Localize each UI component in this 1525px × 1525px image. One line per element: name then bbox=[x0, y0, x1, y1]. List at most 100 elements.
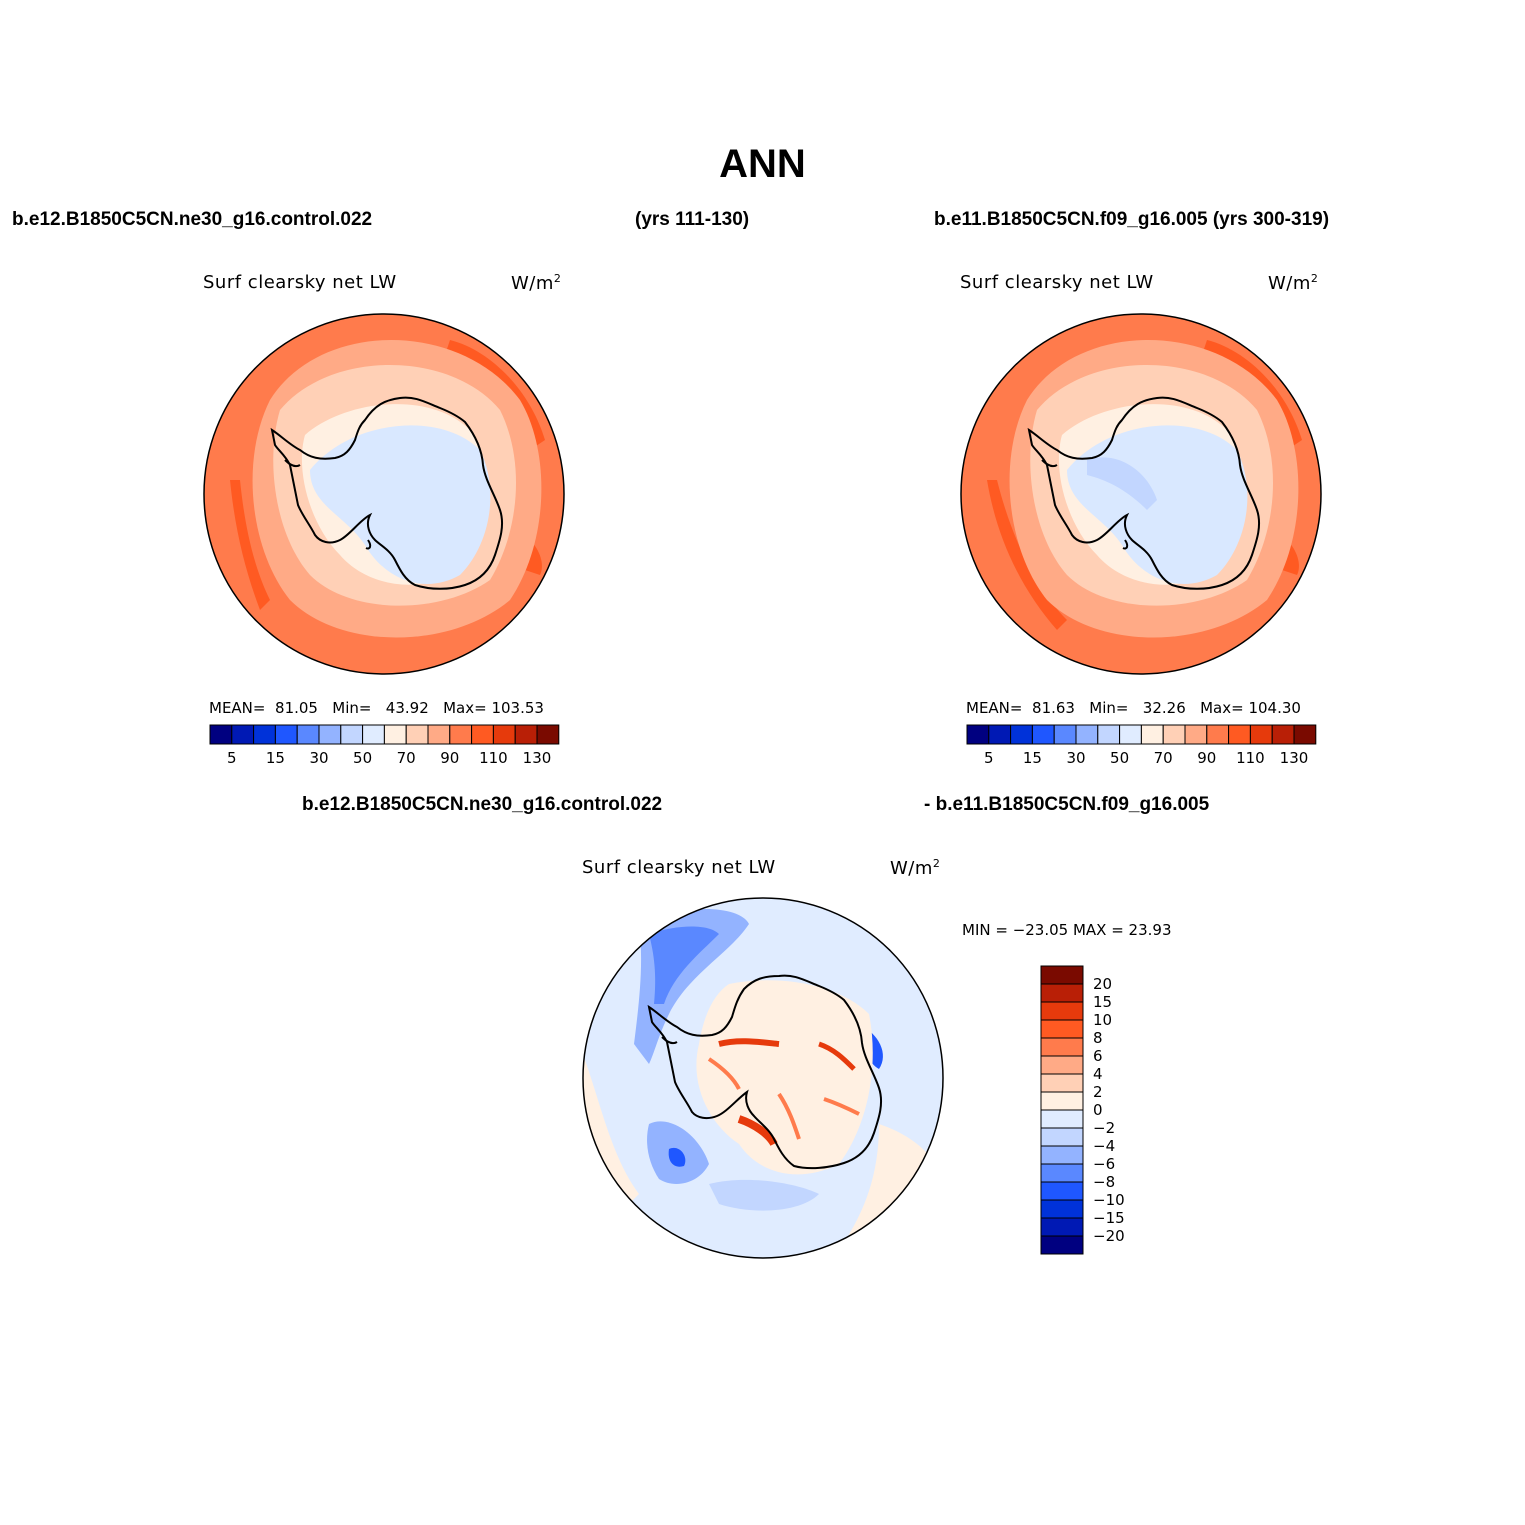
colorbar-swatch bbox=[362, 724, 385, 745]
colorbar-swatch bbox=[1271, 724, 1295, 745]
colorbar-tick-label: 5 bbox=[984, 749, 994, 767]
colorbar-swatch bbox=[1040, 1001, 1084, 1021]
panel3-variable: Surf clearsky net LW bbox=[582, 857, 776, 878]
colorbar-swatch bbox=[296, 724, 320, 745]
colorbar-swatch bbox=[253, 724, 276, 745]
colorbar-swatch bbox=[383, 724, 407, 745]
colorbar-swatch bbox=[449, 724, 473, 745]
colorbar-swatch bbox=[1040, 1199, 1084, 1219]
colorbar-swatch bbox=[1140, 724, 1164, 745]
colorbar-swatch bbox=[1040, 1145, 1084, 1165]
colorbar-tick-label: 130 bbox=[1280, 749, 1309, 767]
colorbar-tick-label: 15 bbox=[1023, 749, 1042, 767]
colorbar-swatch bbox=[1040, 965, 1084, 985]
colorbar-swatch bbox=[988, 724, 1012, 745]
colorbar-swatch bbox=[1184, 724, 1208, 745]
colorbar-tick-label: 50 bbox=[353, 749, 372, 767]
colorbar-swatch bbox=[1040, 1055, 1084, 1075]
colorbar-swatch bbox=[1293, 724, 1317, 745]
left-years-label: (yrs 111-130) bbox=[635, 209, 750, 230]
left-case-label: b.e12.B1850C5CN.ne30_g16.control.022 bbox=[12, 209, 373, 230]
colorbar-swatch bbox=[1075, 724, 1099, 745]
panel3-polar-map bbox=[582, 897, 944, 1259]
colorbar-tick-label: 90 bbox=[1197, 749, 1216, 767]
colorbar-tick-label: −2 bbox=[1093, 1119, 1115, 1137]
colorbar-tick-label: 6 bbox=[1093, 1047, 1103, 1065]
colorbar-swatch bbox=[1249, 724, 1273, 745]
colorbar-swatch bbox=[1040, 1091, 1084, 1111]
colorbar-swatch bbox=[231, 724, 255, 745]
colorbar-swatch bbox=[1040, 983, 1084, 1003]
colorbar-tick-label: 0 bbox=[1093, 1101, 1103, 1119]
colorbar-swatch bbox=[1040, 1217, 1084, 1237]
colorbar-swatch bbox=[966, 724, 990, 745]
colorbar-swatch bbox=[1119, 724, 1142, 745]
colorbar-swatch bbox=[209, 724, 233, 745]
colorbar-swatch bbox=[340, 724, 364, 745]
colorbar-swatch bbox=[514, 724, 538, 745]
colorbar-tick-label: 10 bbox=[1093, 1011, 1112, 1029]
colorbar-tick-label: 30 bbox=[1066, 749, 1085, 767]
colorbar-swatch bbox=[471, 724, 494, 745]
colorbar-swatch bbox=[318, 724, 342, 745]
colorbar-tick-label: 50 bbox=[1110, 749, 1129, 767]
panel1-colorbar: 5 15 30 50 70 90 110 130 bbox=[209, 724, 560, 767]
colorbar-tick-label: 70 bbox=[1154, 749, 1173, 767]
colorbar-swatch bbox=[405, 724, 429, 745]
colorbar-tick-label: 90 bbox=[440, 749, 459, 767]
colorbar-swatch bbox=[427, 724, 451, 745]
diff-case-b-label: - b.e11.B1850C5CN.f09_g16.005 bbox=[924, 794, 1210, 815]
colorbar-tick-label: 15 bbox=[1093, 993, 1112, 1011]
colorbar-tick-label: 4 bbox=[1093, 1065, 1103, 1083]
colorbar-swatch bbox=[1228, 724, 1251, 745]
colorbar-swatch bbox=[1040, 1037, 1084, 1057]
colorbar-swatch bbox=[1040, 1127, 1084, 1147]
colorbar-swatch bbox=[1040, 1235, 1084, 1255]
colorbar-tick-label: 15 bbox=[266, 749, 285, 767]
panel2-units: W/m2 bbox=[1268, 272, 1319, 294]
colorbar-swatch bbox=[1040, 1073, 1084, 1093]
colorbar-swatch bbox=[492, 724, 516, 745]
colorbar-swatch bbox=[1053, 724, 1077, 745]
panel2-variable: Surf clearsky net LW bbox=[960, 272, 1154, 293]
colorbar-swatch bbox=[1206, 724, 1230, 745]
colorbar-swatch bbox=[536, 724, 560, 745]
right-case-label: b.e11.B1850C5CN.f09_g16.005 (yrs 300-319… bbox=[934, 209, 1330, 230]
panel1-polar-map bbox=[203, 313, 565, 675]
figure-title: ANN bbox=[719, 142, 806, 186]
panel2-stats: MEAN= 81.63 Min= 32.26 Max= 104.30 bbox=[966, 699, 1301, 717]
colorbar-tick-label: 5 bbox=[227, 749, 237, 767]
colorbar-tick-label: 8 bbox=[1093, 1029, 1103, 1047]
colorbar-swatch bbox=[1097, 724, 1121, 745]
colorbar-tick-label: −15 bbox=[1093, 1209, 1125, 1227]
colorbar-tick-label: −20 bbox=[1093, 1227, 1125, 1245]
panel3-units: W/m2 bbox=[890, 857, 941, 879]
colorbar-tick-label: −10 bbox=[1093, 1191, 1125, 1209]
panel2-colorbar: 5 15 30 50 70 90 110 130 bbox=[966, 724, 1317, 767]
colorbar-tick-label: 30 bbox=[309, 749, 328, 767]
panel2-polar-map bbox=[960, 313, 1322, 675]
colorbar-swatch bbox=[1162, 724, 1186, 745]
colorbar-swatch bbox=[1031, 724, 1055, 745]
diff-case-a-label: b.e12.B1850C5CN.ne30_g16.control.022 bbox=[302, 794, 663, 815]
colorbar-tick-label: 70 bbox=[397, 749, 416, 767]
colorbar-tick-label: −8 bbox=[1093, 1173, 1115, 1191]
colorbar-swatch bbox=[1040, 1163, 1084, 1183]
panel1-units: W/m2 bbox=[511, 272, 562, 294]
panel1-stats: MEAN= 81.05 Min= 43.92 Max= 103.53 bbox=[209, 699, 544, 717]
colorbar-tick-label: −4 bbox=[1093, 1137, 1115, 1155]
colorbar-tick-label: 110 bbox=[479, 749, 508, 767]
colorbar-swatch bbox=[1040, 1019, 1084, 1039]
panel1-variable: Surf clearsky net LW bbox=[203, 272, 397, 293]
colorbar-tick-label: 110 bbox=[1236, 749, 1265, 767]
colorbar-swatch bbox=[1040, 1109, 1084, 1129]
colorbar-tick-label: 2 bbox=[1093, 1083, 1103, 1101]
colorbar-tick-label: −6 bbox=[1093, 1155, 1115, 1173]
colorbar-swatch bbox=[1040, 1181, 1084, 1201]
colorbar-swatch bbox=[1010, 724, 1033, 745]
panel3-stats: MIN = −23.05 MAX = 23.93 bbox=[962, 921, 1172, 939]
colorbar-tick-label: 20 bbox=[1093, 975, 1112, 993]
colorbar-tick-label: 130 bbox=[523, 749, 552, 767]
colorbar-swatch bbox=[274, 724, 298, 745]
